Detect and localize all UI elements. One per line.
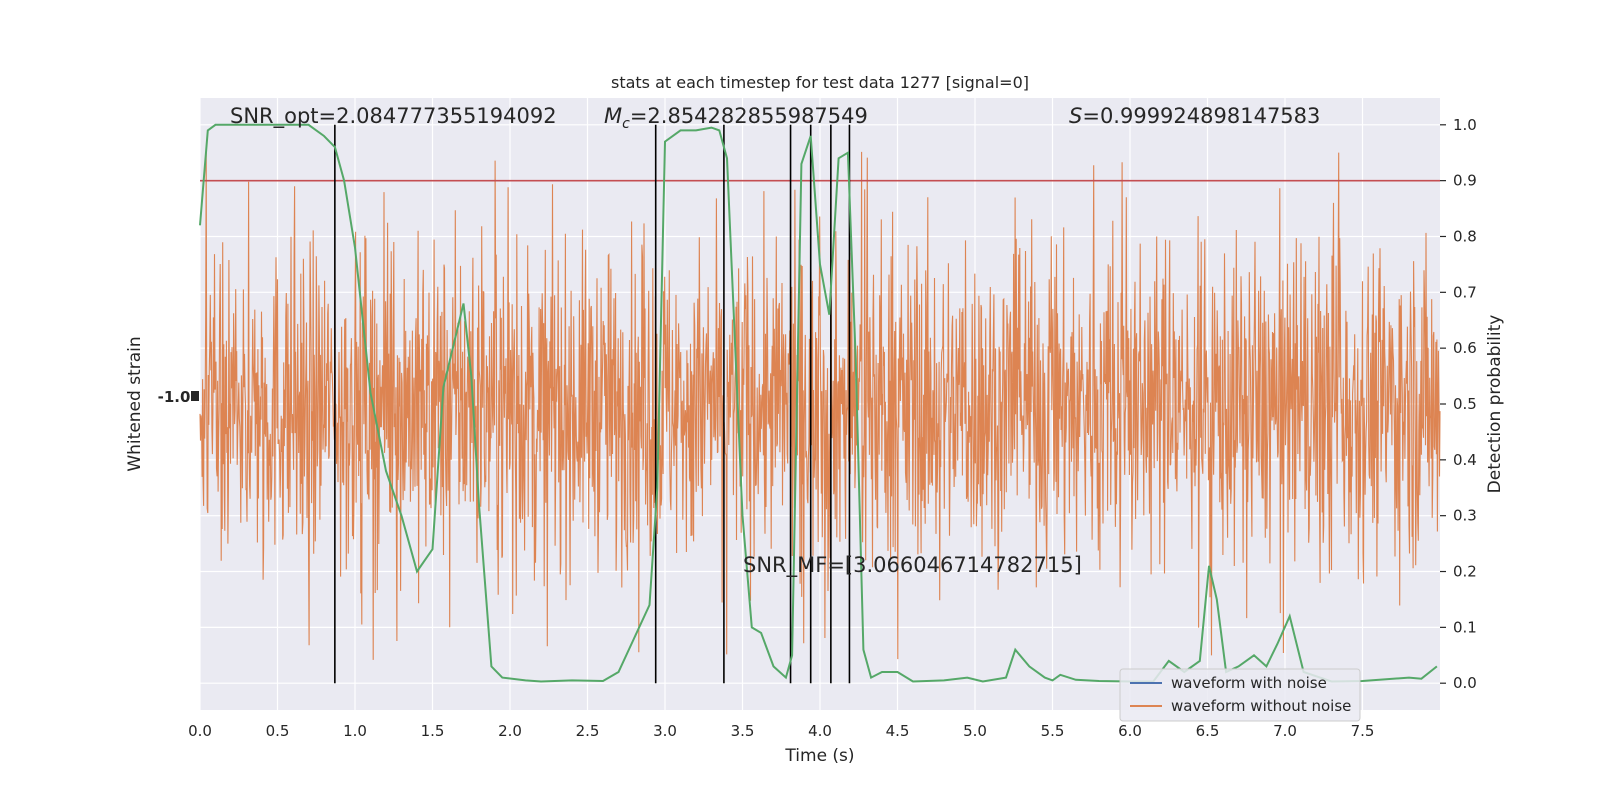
x-tick-label: 2.5 (576, 722, 600, 740)
x-tick-labels: 0.0 0.5 1.0 1.5 2.0 2.5 3.0 3.5 4.0 4.5 5.0 5.5 6.0 6… (188, 722, 1374, 740)
x-tick-label: 5.0 (963, 722, 987, 740)
x-tick-label: 1.0 (343, 722, 367, 740)
series-waveform-without-noise (199, 151, 1441, 660)
marker-lines (334, 124, 851, 684)
y-tick-label: 0.8 (1453, 227, 1477, 245)
x-tick-label: 0.0 (188, 722, 212, 740)
series-detection-probability (199, 123, 1438, 683)
y-tick-label: 0.3 (1453, 507, 1477, 525)
noise-trace (199, 151, 1441, 660)
legend-box (1119, 668, 1361, 722)
annotation-snr-opt: SNR_opt=2.084777355194092 (230, 104, 557, 129)
legend-label-without-noise: waveform without noise (1171, 697, 1351, 715)
y-tick-label: 0.2 (1453, 563, 1477, 581)
x-tick-label: 1.5 (421, 722, 445, 740)
y-tick-label: 1.0 (1453, 116, 1477, 134)
x-tick-label: 3.0 (653, 722, 677, 740)
y-tick-label: 0.6 (1453, 339, 1477, 357)
x-tick-label: 6.5 (1196, 722, 1220, 740)
y-tick-label: 0.4 (1453, 451, 1477, 469)
legend-label-with-noise: waveform with noise (1171, 674, 1327, 692)
legend: waveform with noise waveform without noi… (1119, 668, 1361, 722)
x-tick-label: 4.5 (886, 722, 910, 740)
right-y-axis-label: Detection probability (1485, 315, 1505, 494)
x-tick-label: 2.0 (498, 722, 522, 740)
left-y-tick-label: -1.0 (158, 388, 191, 406)
annotation-s: S=0.999924898147583 (1069, 104, 1320, 128)
annotation-mc: Mc=2.854282855987549 (604, 104, 868, 132)
x-tick-label: 5.5 (1041, 722, 1065, 740)
annotation-snr-mf: SNR_MF=[3.066046714782715] (743, 553, 1082, 578)
left-y-axis-label: Whitened strain (125, 336, 145, 471)
y-tick-label: 0.0 (1453, 674, 1477, 692)
x-tick-label: 0.5 (266, 722, 290, 740)
chart-title: stats at each timestep for test data 127… (611, 73, 1029, 92)
x-tick-label: 4.0 (808, 722, 832, 740)
left-y-tick-mark (191, 391, 199, 401)
right-y-tick-labels: 0.0 0.1 0.2 0.3 0.4 0.5 0.6 0.7 0.8 0.9 1.0 (1440, 116, 1477, 692)
y-tick-label: 0.1 (1453, 618, 1477, 636)
y-tick-label: 0.5 (1453, 395, 1477, 413)
y-tick-label: 0.7 (1453, 283, 1477, 301)
x-tick-label: 6.0 (1118, 722, 1142, 740)
x-tick-label: 7.0 (1273, 722, 1297, 740)
x-tick-label: 3.5 (731, 722, 755, 740)
y-tick-label: 0.9 (1453, 172, 1477, 190)
x-axis-label: Time (s) (784, 746, 854, 766)
x-tick-label: 7.5 (1351, 722, 1375, 740)
